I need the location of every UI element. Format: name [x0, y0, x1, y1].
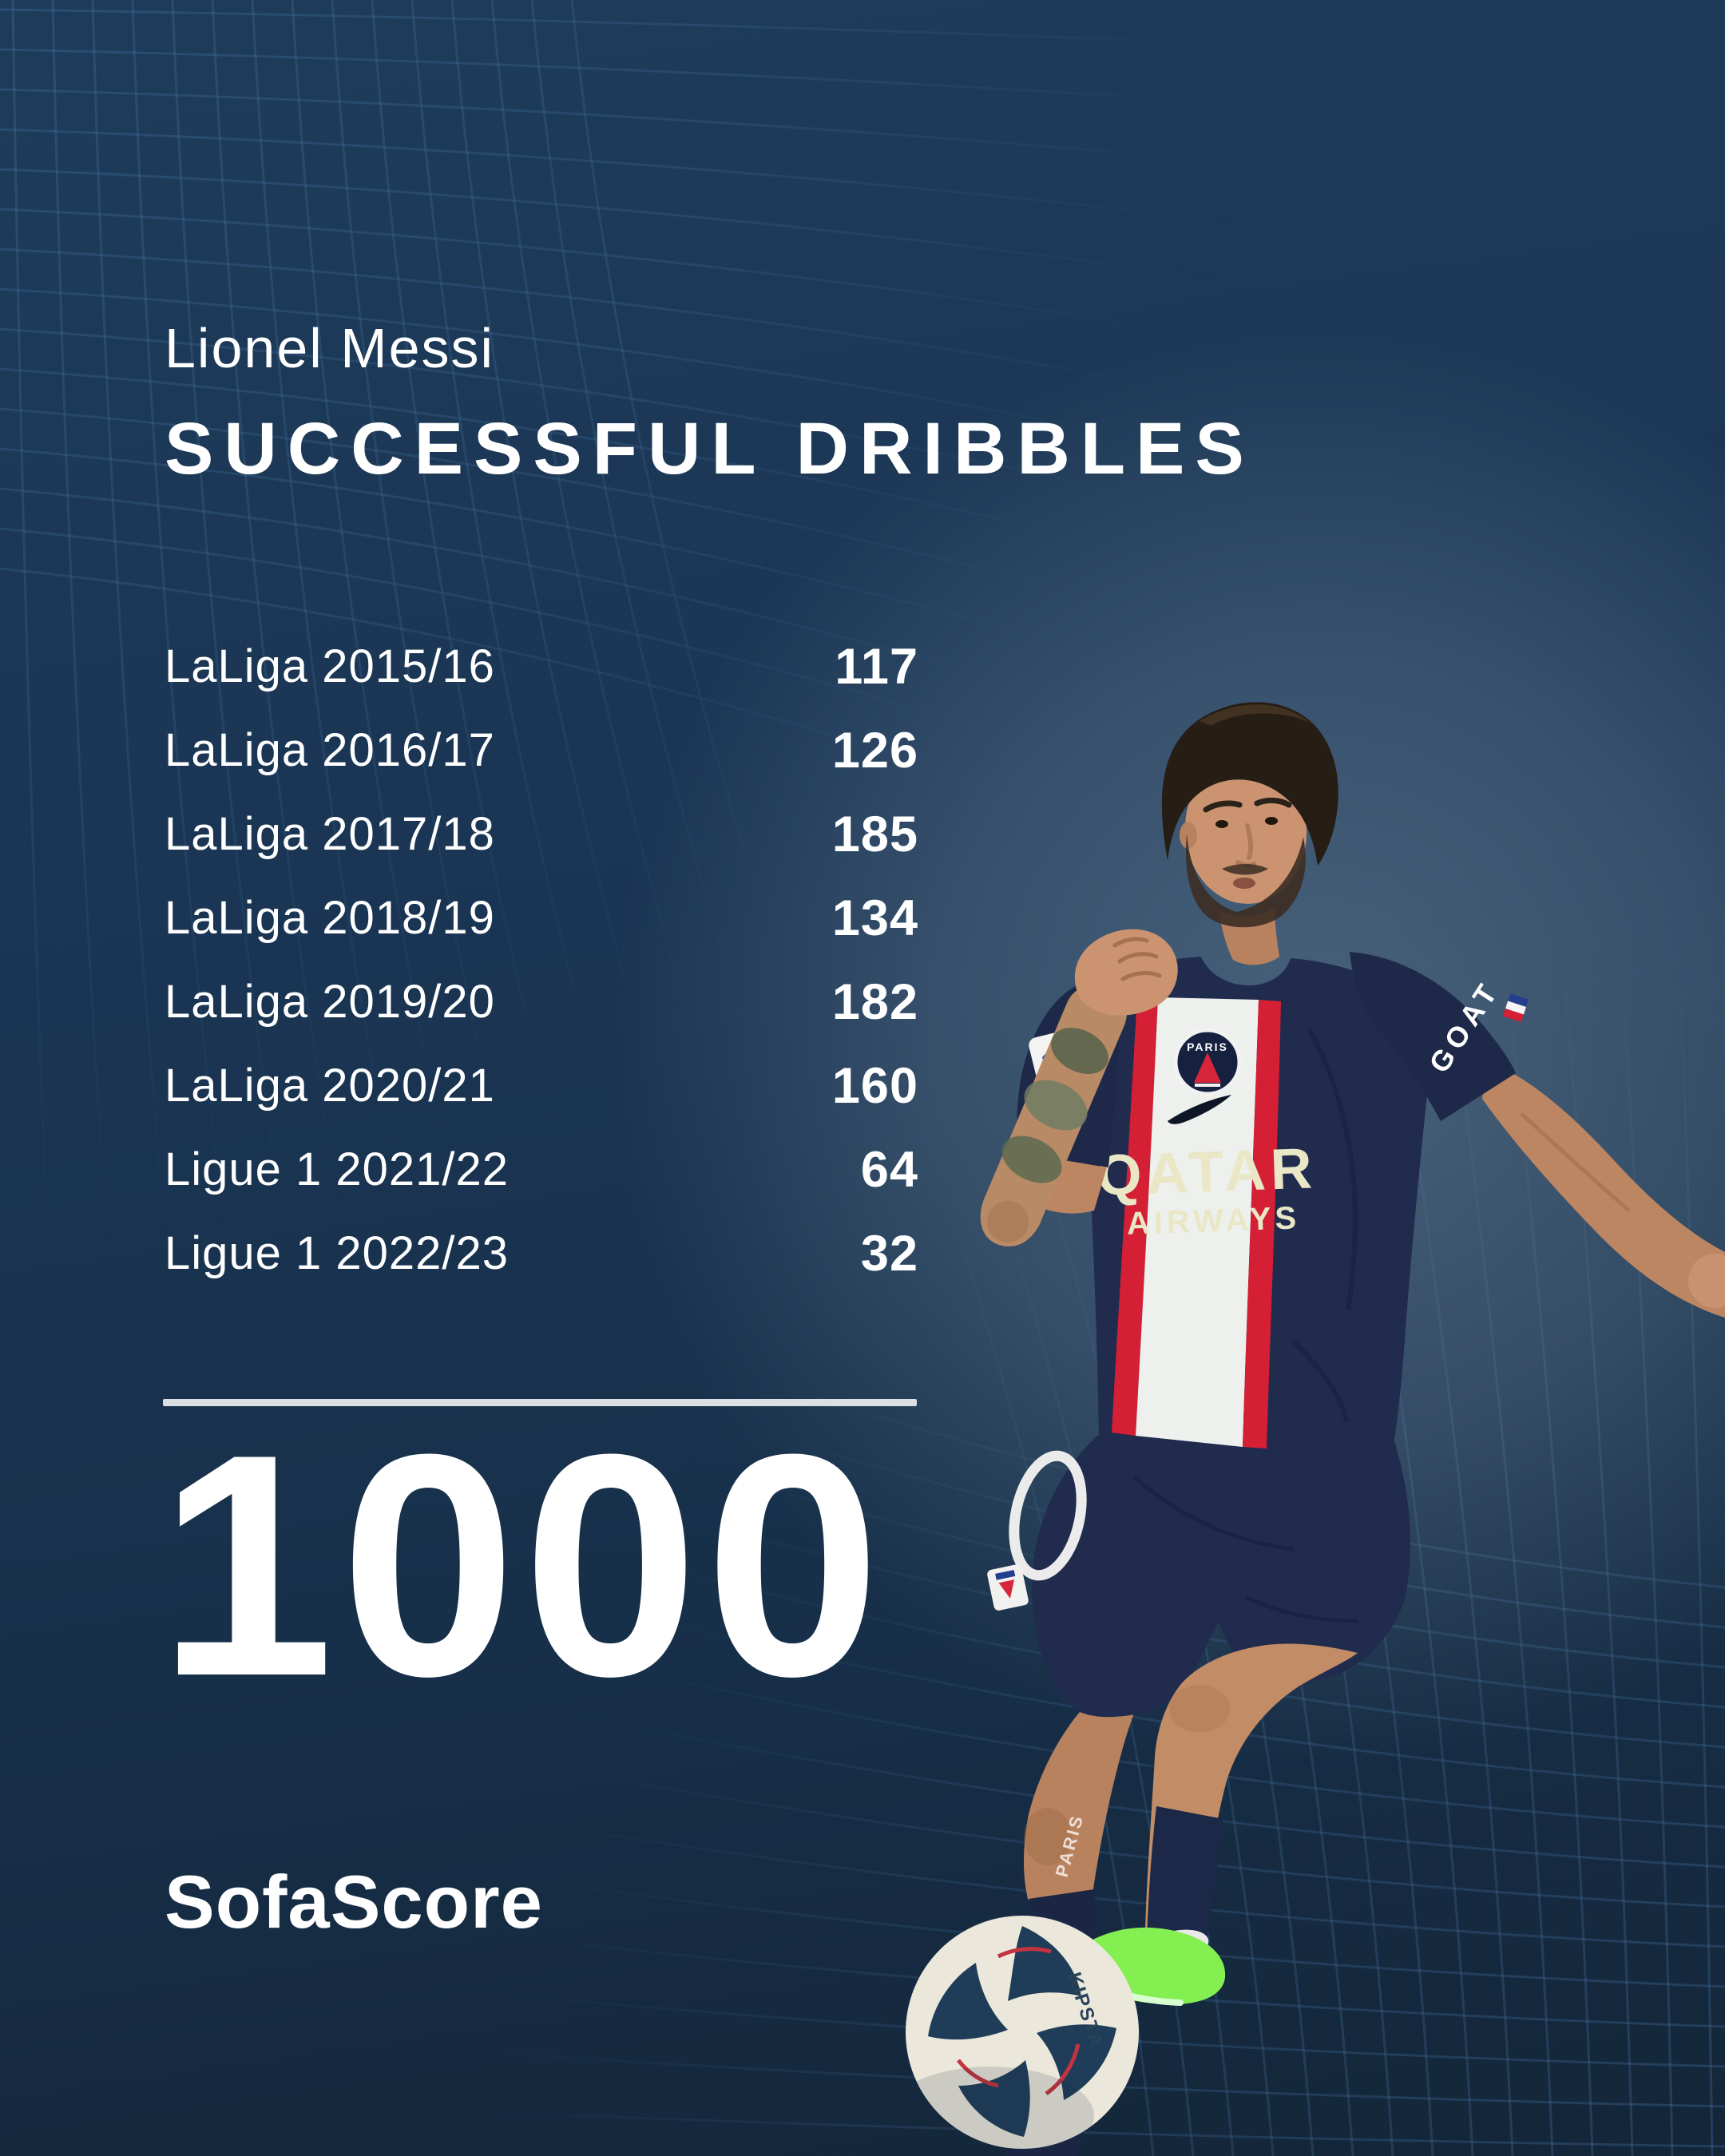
stat-value: 160: [831, 1057, 918, 1114]
player-eyebrows: [1203, 797, 1292, 813]
player-name: Lionel Messi: [165, 317, 495, 379]
stat-row: Ligue 1 2021/22 64: [165, 1128, 918, 1211]
stat-value: 126: [831, 722, 918, 779]
messi-photo: PARIS PARIS QATAR AIRWAYS GOA: [906, 702, 1725, 2156]
jersey-center-band: [1136, 997, 1259, 1447]
jersey-red-stripe-right: [1243, 1000, 1281, 1449]
stat-label: LaLiga 2017/18: [165, 808, 495, 860]
stat-label: LaLiga 2019/20: [165, 976, 495, 1028]
stats-list: LaLiga 2015/16 117 LaLiga 2016/17 126 La…: [165, 624, 918, 1295]
player-face: [1184, 757, 1307, 904]
france-flag-patch: [1502, 993, 1529, 1022]
stat-row: LaLiga 2020/21 160: [165, 1044, 918, 1128]
player-eye-right: [1265, 817, 1278, 825]
right-sleeve: [1350, 952, 1516, 1121]
player-hair: [1161, 702, 1338, 866]
player-raised-hand: [1074, 929, 1178, 1016]
player-right-fist: [1688, 1254, 1725, 1308]
shorts-crest-patch: [987, 1564, 1029, 1611]
jersey-sponsor-line1: QATAR: [1096, 1136, 1318, 1208]
player-beard: [1186, 834, 1306, 928]
stat-value: 64: [860, 1141, 918, 1198]
nike-swoosh-icon: [1168, 1095, 1231, 1124]
crest-text: PARIS: [1187, 1040, 1228, 1053]
stat-row: LaLiga 2018/19 134: [165, 876, 918, 960]
jersey-red-stripe-left: [1112, 995, 1158, 1436]
stat-value: 182: [831, 973, 918, 1030]
stat-value: 32: [860, 1225, 918, 1282]
stat-label: Ligue 1 2021/22: [165, 1143, 510, 1195]
stat-label: LaLiga 2018/19: [165, 892, 495, 944]
total-divider: [163, 1399, 917, 1406]
player-back-thigh: [1024, 1712, 1134, 1902]
stat-title: SUCCESSFUL DRIBBLES: [165, 408, 1255, 489]
stat-row: Ligue 1 2022/23 32: [165, 1211, 918, 1295]
stat-value: 117: [835, 638, 918, 695]
player-eye-left: [1215, 820, 1228, 828]
stat-row: LaLiga 2017/18 185: [165, 792, 918, 876]
stat-row: LaLiga 2016/17 126: [165, 708, 918, 792]
stat-row: LaLiga 2015/16 117: [165, 624, 918, 708]
psg-crest: PARIS: [1173, 1028, 1242, 1096]
stat-value: 134: [831, 890, 918, 946]
stat-label: LaLiga 2020/21: [165, 1060, 495, 1112]
stat-label: LaLiga 2016/17: [165, 724, 495, 776]
sofascore-logo: SofaScore: [165, 1860, 543, 1944]
player-mouth: [1233, 878, 1255, 889]
stat-label: LaLiga 2015/16: [165, 640, 495, 692]
stat-label: Ligue 1 2022/23: [165, 1227, 510, 1279]
stat-row: LaLiga 2019/20 182: [165, 960, 918, 1044]
player-ear: [1180, 822, 1197, 849]
total-value: 1000: [158, 1389, 887, 1742]
jersey-sponsor-line2: AIRWAYS: [1126, 1200, 1301, 1242]
shorts-number-zero: [1009, 1450, 1087, 1581]
soccer-ball: KIPSTA: [906, 1916, 1139, 2149]
player-front-sock: [1147, 1806, 1223, 1952]
stat-value: 185: [831, 806, 918, 862]
